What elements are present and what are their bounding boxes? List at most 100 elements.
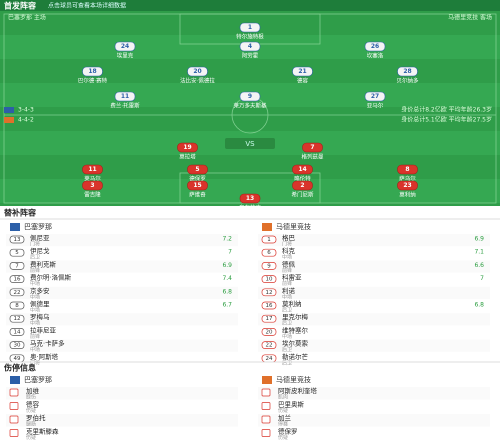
- player-marker[interactable]: [187, 66, 208, 77]
- sub-name: 科雷亚: [282, 273, 302, 282]
- sub-number: 9: [267, 263, 271, 269]
- sub-name: 拉菲尼亚: [30, 325, 57, 334]
- list-row[interactable]: [6, 427, 238, 441]
- sub-rating: 6.7: [222, 302, 232, 309]
- list-row[interactable]: [258, 427, 490, 441]
- sub-position: 中场: [30, 320, 40, 327]
- player-number: 8: [405, 166, 409, 173]
- list-row[interactable]: [6, 247, 238, 260]
- player-marker[interactable]: [364, 41, 386, 52]
- list-row[interactable]: [6, 234, 238, 247]
- sub-rating: 7: [228, 249, 232, 256]
- player-number: 2: [300, 182, 304, 189]
- list-row[interactable]: [6, 273, 238, 286]
- list-row[interactable]: [6, 300, 238, 313]
- sub-rating: 7.4: [222, 275, 232, 282]
- player-name: 格列兹曼: [301, 153, 324, 161]
- player-marker[interactable]: [397, 180, 418, 191]
- list-row[interactable]: [258, 400, 490, 414]
- team-badge: [10, 376, 20, 384]
- sub-number: 12: [14, 316, 21, 322]
- player-number: 21: [298, 68, 306, 75]
- list-row[interactable]: [258, 286, 490, 299]
- team-badge: [10, 223, 20, 231]
- player-marker[interactable]: [364, 91, 386, 102]
- sub-number: 16: [266, 303, 273, 309]
- home-flag: [4, 107, 14, 113]
- player-marker[interactable]: [239, 193, 261, 204]
- sub-position: 后卫: [282, 320, 292, 327]
- player-number: 5: [195, 166, 199, 173]
- player-name: 略伦特: [294, 175, 311, 183]
- player-number: 7: [310, 144, 314, 151]
- sub-number: 22: [266, 343, 273, 349]
- sub-position: 中场: [30, 307, 40, 314]
- sub-name: 佩德里: [30, 299, 50, 308]
- player-marker[interactable]: [82, 180, 103, 191]
- number-badge: [9, 248, 25, 257]
- sub-position: 中场: [282, 333, 292, 340]
- sub-number: 20: [266, 329, 273, 335]
- sub-number: 6: [267, 250, 271, 256]
- player-marker[interactable]: [239, 91, 261, 102]
- injury-name: 罗伯托: [26, 413, 46, 422]
- list-row[interactable]: [258, 234, 490, 247]
- player-marker[interactable]: [82, 164, 103, 175]
- player-marker[interactable]: [397, 66, 418, 77]
- sub-position: 前锋: [30, 267, 40, 274]
- subs-title: 替补阵容: [4, 208, 36, 218]
- player-name: 亚马尔: [367, 102, 384, 110]
- player-marker[interactable]: [397, 164, 418, 175]
- list-row[interactable]: [258, 260, 490, 273]
- team-name: 马德里竞技: [276, 375, 311, 384]
- number-badge: [261, 341, 277, 349]
- player-name: 莱万多夫斯基: [233, 102, 267, 110]
- list-row[interactable]: [6, 387, 238, 400]
- list-row[interactable]: [258, 300, 490, 313]
- player-marker[interactable]: [114, 41, 136, 52]
- player-marker[interactable]: [292, 164, 313, 175]
- list-row[interactable]: [6, 260, 238, 273]
- sub-rating: 6.9: [474, 236, 484, 243]
- player-marker[interactable]: [114, 91, 136, 102]
- list-row[interactable]: [258, 414, 490, 427]
- player-number: 23: [403, 182, 411, 189]
- injury-name: 德保罗: [278, 427, 298, 436]
- player-marker[interactable]: [292, 66, 313, 77]
- list-row[interactable]: [258, 273, 490, 286]
- list-row[interactable]: [6, 326, 238, 339]
- list-row[interactable]: [258, 247, 490, 260]
- away-flag: [4, 117, 14, 123]
- list-row[interactable]: [6, 313, 238, 326]
- player-marker[interactable]: [187, 180, 208, 191]
- list-row[interactable]: [258, 339, 490, 352]
- sub-number: 16: [14, 277, 21, 283]
- list-row[interactable]: [6, 286, 238, 299]
- list-row[interactable]: [258, 326, 490, 339]
- player-marker[interactable]: [292, 180, 313, 191]
- player-name: 莱马尔: [84, 175, 101, 183]
- player-marker[interactable]: [239, 41, 261, 52]
- team-name: 巴塞罗那: [24, 375, 52, 384]
- player-marker[interactable]: [187, 164, 208, 175]
- sub-position: 中场: [30, 346, 40, 353]
- away-formation: 4-4-2: [18, 117, 34, 124]
- list-row[interactable]: [6, 400, 238, 414]
- list-row[interactable]: [258, 387, 490, 400]
- player-marker[interactable]: [177, 142, 198, 153]
- player-marker[interactable]: [302, 142, 323, 153]
- sub-rating: 7.2: [222, 236, 232, 243]
- player-marker[interactable]: [82, 66, 103, 77]
- sub-name: 维特塞尔: [282, 325, 309, 334]
- list-row[interactable]: [6, 414, 238, 427]
- sub-position: 中场: [282, 293, 292, 300]
- list-row[interactable]: [6, 339, 238, 352]
- injury-status: 停赛: [278, 421, 288, 428]
- injury-icon: [9, 429, 19, 437]
- number-badge: [261, 288, 277, 297]
- sub-number: 8: [15, 303, 19, 309]
- home-label: 巴塞罗那 主场: [8, 14, 46, 22]
- list-row[interactable]: [258, 313, 490, 326]
- player-marker[interactable]: [239, 22, 261, 33]
